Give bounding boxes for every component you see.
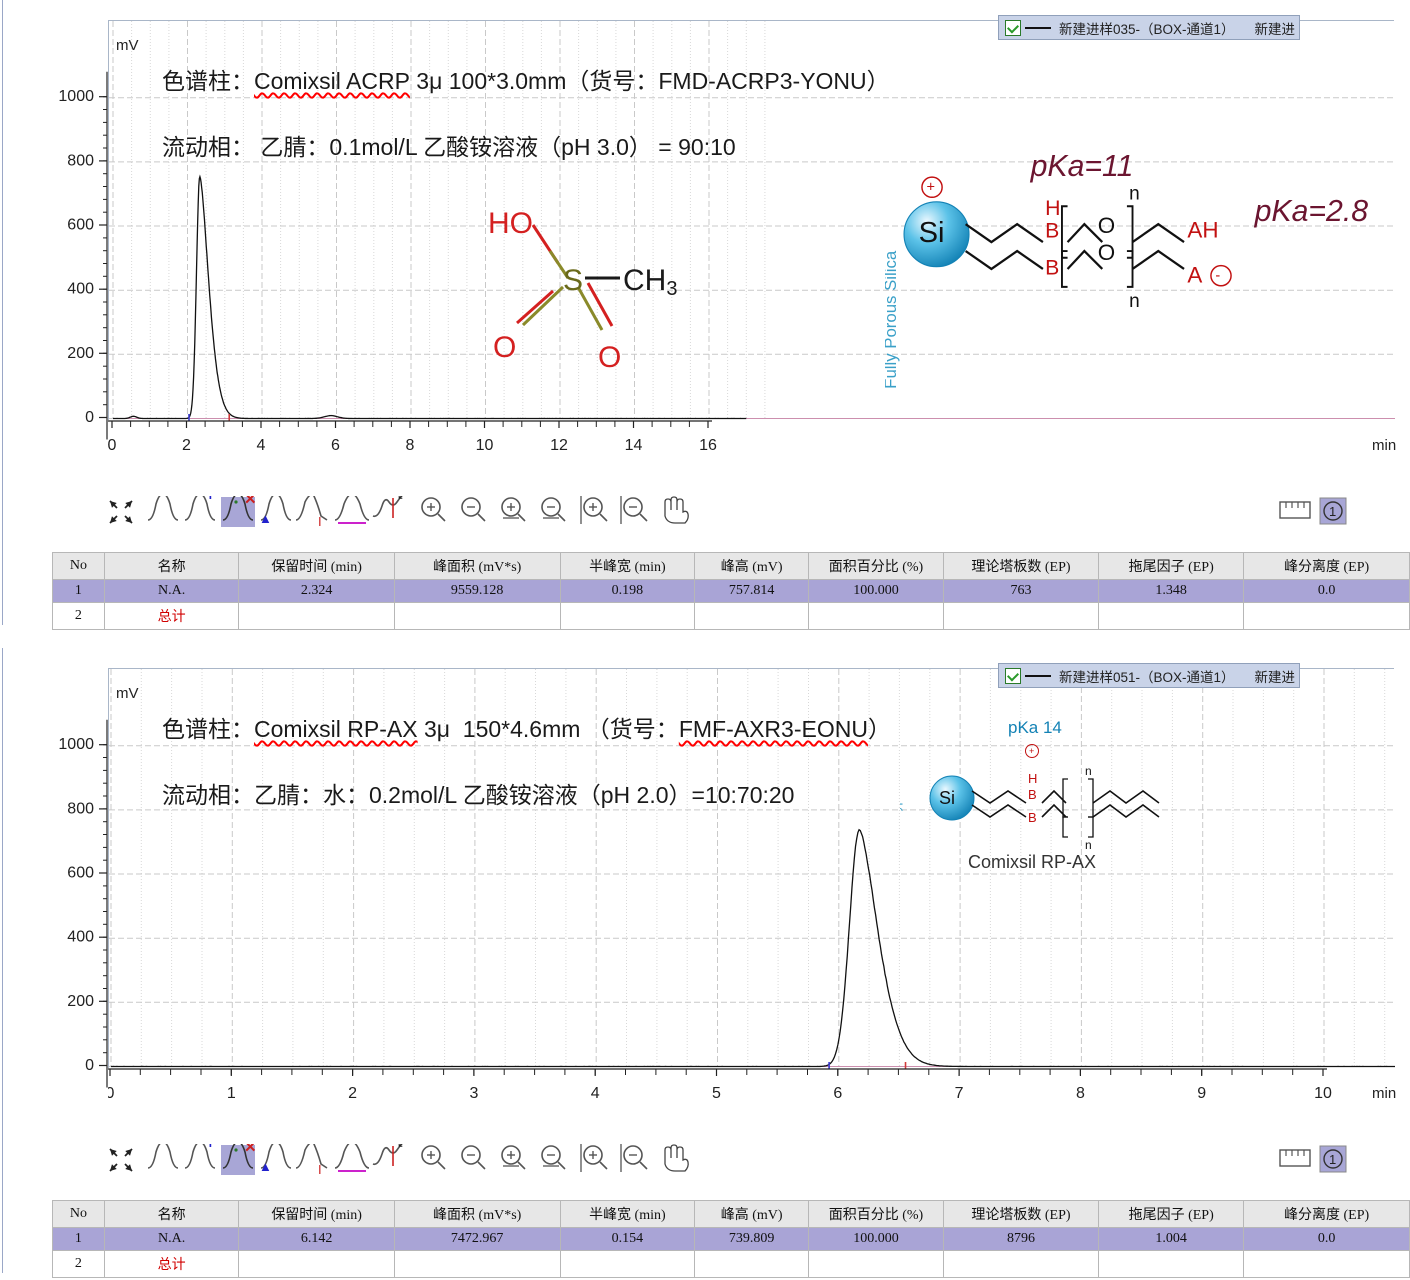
svg-text:0: 0: [85, 1057, 94, 1074]
svg-text:5: 5: [712, 1085, 721, 1102]
svg-text:600: 600: [67, 865, 94, 882]
svg-text:H: H: [1028, 771, 1037, 786]
svg-text:0: 0: [108, 1085, 115, 1102]
svg-text:O: O: [1098, 213, 1115, 238]
svg-text:+: +: [206, 496, 215, 504]
svg-text:+: +: [1029, 746, 1034, 756]
svg-text:n: n: [1129, 291, 1140, 312]
svg-text:3: 3: [469, 1085, 478, 1102]
svg-text:1: 1: [1329, 1152, 1336, 1167]
svg-text:CH3: CH3: [623, 264, 677, 300]
svg-text:↙: ↙: [397, 496, 407, 502]
svg-text:+: +: [926, 180, 935, 196]
svg-text:10: 10: [1314, 1085, 1332, 1102]
svg-text:400: 400: [67, 929, 94, 946]
svg-text:600: 600: [67, 217, 94, 234]
svg-text:16: 16: [699, 437, 717, 454]
svg-text:2: 2: [182, 437, 191, 454]
svg-text:1000: 1000: [58, 736, 94, 753]
svg-text:6: 6: [833, 1085, 842, 1102]
svg-text:▲: ▲: [259, 511, 272, 526]
svg-text:0: 0: [108, 437, 117, 454]
svg-text:n: n: [1085, 838, 1092, 852]
svg-text:S: S: [563, 264, 583, 297]
svg-text:14: 14: [625, 437, 643, 454]
svg-text:Fully Porous Silica: Fully Porous Silica: [885, 250, 900, 389]
svg-text:O: O: [1098, 240, 1115, 265]
svg-text:I: I: [318, 514, 322, 528]
svg-text:I: I: [318, 1162, 322, 1176]
svg-text:pKa=2.8: pKa=2.8: [1254, 195, 1369, 228]
svg-text:B: B: [1045, 219, 1059, 243]
svg-text:n: n: [1085, 764, 1092, 778]
svg-text:7: 7: [955, 1085, 964, 1102]
svg-text:2: 2: [348, 1085, 357, 1102]
svg-text:↙: ↙: [397, 1144, 407, 1150]
svg-text:O: O: [598, 341, 621, 374]
svg-text:200: 200: [67, 993, 94, 1010]
svg-text:H: H: [1045, 196, 1060, 220]
svg-text:800: 800: [67, 152, 94, 169]
svg-text:✕: ✕: [244, 1144, 257, 1156]
svg-text:B: B: [1028, 787, 1037, 802]
svg-text:1000: 1000: [58, 88, 94, 105]
svg-text:pKa 14: pKa 14: [1008, 718, 1062, 737]
svg-text:Type B Silica: Type B Silica: [900, 748, 903, 818]
svg-text:HO: HO: [488, 207, 533, 240]
svg-text:n: n: [1129, 184, 1140, 205]
svg-text:A: A: [1187, 262, 1202, 287]
svg-text:12: 12: [550, 437, 568, 454]
svg-text:400: 400: [67, 281, 94, 298]
svg-text:8: 8: [1076, 1085, 1085, 1102]
svg-text:+: +: [206, 1144, 215, 1152]
svg-text:800: 800: [67, 800, 94, 817]
svg-text:-: -: [1215, 268, 1220, 284]
svg-text:10: 10: [476, 437, 494, 454]
svg-text:0: 0: [85, 409, 94, 426]
svg-text:9: 9: [1197, 1085, 1206, 1102]
svg-text:Si: Si: [919, 217, 945, 249]
svg-text:O: O: [493, 331, 516, 364]
svg-text:8: 8: [406, 437, 415, 454]
svg-text:▲: ▲: [259, 1159, 272, 1174]
svg-text:200: 200: [67, 345, 94, 362]
svg-text:B: B: [1028, 810, 1037, 825]
svg-text:AH: AH: [1187, 218, 1218, 243]
svg-text:4: 4: [257, 437, 266, 454]
svg-text:4: 4: [591, 1085, 600, 1102]
svg-text:6: 6: [331, 437, 340, 454]
svg-text:✕: ✕: [244, 496, 257, 508]
svg-text:B: B: [1045, 256, 1059, 280]
svg-text:Si: Si: [939, 788, 955, 808]
svg-text:1: 1: [1329, 504, 1336, 519]
svg-text:1: 1: [227, 1085, 236, 1102]
svg-text:pKa=11: pKa=11: [1030, 150, 1134, 183]
svg-text:Comixsil RP-AX: Comixsil RP-AX: [968, 852, 1096, 872]
